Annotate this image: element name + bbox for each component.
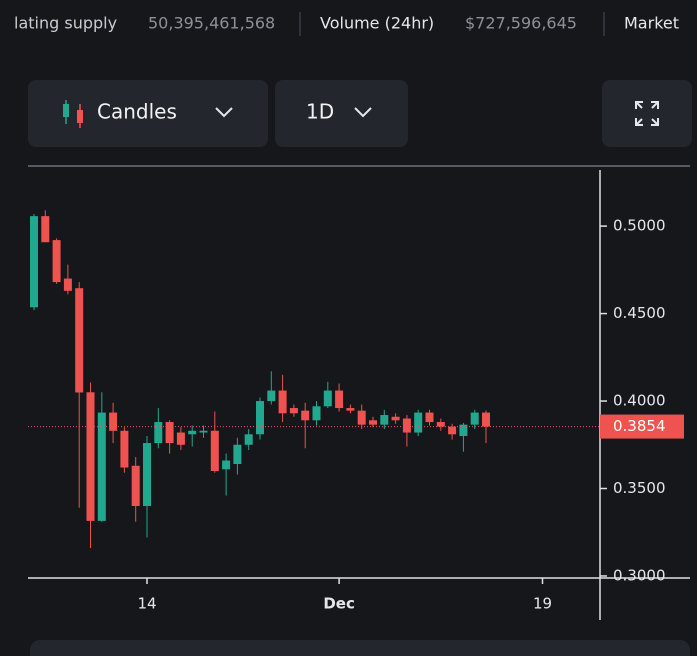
candle-body xyxy=(323,390,332,407)
candle-body xyxy=(97,412,106,521)
chart-style-button[interactable]: Candles xyxy=(28,80,268,147)
stat-value: 50,395,461,568 xyxy=(148,14,275,33)
x-tick-label: 14 xyxy=(137,595,156,613)
candle-body xyxy=(335,390,344,409)
y-tick-label: 0.4000 xyxy=(613,392,666,410)
candle-body xyxy=(109,412,118,431)
candle-body xyxy=(267,390,276,402)
candle-body xyxy=(131,465,140,507)
candle-body xyxy=(414,412,423,433)
candle-body xyxy=(278,390,287,414)
candle-body xyxy=(369,420,377,425)
x-tick-label: Dec xyxy=(323,595,355,613)
interval-button[interactable]: 1D xyxy=(275,80,408,147)
stat-label: Volume (24hr) xyxy=(320,14,434,33)
last-price-box xyxy=(600,414,684,439)
stat-label: Market xyxy=(624,14,679,33)
candle-body xyxy=(380,415,389,425)
button-label: Candles xyxy=(97,100,177,124)
candle-body xyxy=(357,410,366,425)
button-label: 1D xyxy=(306,100,334,124)
y-tick-label: 0.3500 xyxy=(613,479,666,497)
icon xyxy=(635,101,659,126)
candle-body xyxy=(233,444,242,465)
candle-body xyxy=(188,430,197,435)
candle-body xyxy=(41,216,50,243)
candle-body xyxy=(176,432,185,445)
fullscreen-button[interactable] xyxy=(602,80,692,147)
candle-body xyxy=(222,460,231,470)
candle-body xyxy=(143,443,151,507)
candle-body xyxy=(301,410,310,421)
button-bg xyxy=(28,80,268,147)
x-tick-label: 19 xyxy=(533,595,552,613)
candle-body xyxy=(165,422,174,444)
candle-body xyxy=(470,412,479,425)
candle-body xyxy=(199,430,208,433)
candle-body xyxy=(436,422,445,427)
candle-body xyxy=(482,412,490,427)
stats-bar: lating supply 50,395,461,568 Volume (24h… xyxy=(14,12,679,36)
candle-body xyxy=(402,418,411,433)
candle-body xyxy=(75,288,84,393)
y-tick-label: 0.3000 xyxy=(613,566,666,584)
chevron xyxy=(215,107,233,118)
button-bg xyxy=(275,80,408,147)
candle-body xyxy=(63,278,72,291)
y-tick-label: 0.4500 xyxy=(613,304,666,322)
candle-body xyxy=(52,240,61,283)
icon xyxy=(63,104,69,117)
candle-body xyxy=(256,401,264,435)
chevron xyxy=(354,107,372,118)
y-tick-label: 0.5000 xyxy=(613,217,666,235)
stat-label: lating supply xyxy=(14,14,117,33)
candle-body xyxy=(210,430,219,472)
last-price-label: 0.3854 xyxy=(613,417,666,435)
candle-body xyxy=(425,412,434,423)
candle-body xyxy=(448,426,457,435)
icon xyxy=(77,110,83,123)
candle-body xyxy=(154,422,163,444)
candle-body xyxy=(346,408,355,411)
candle-body xyxy=(391,416,400,421)
candle-body xyxy=(459,424,468,437)
candle-body xyxy=(86,392,95,521)
button-bg xyxy=(602,80,692,147)
candle-body xyxy=(289,408,298,414)
candle-body xyxy=(30,216,38,308)
candle-body xyxy=(244,434,253,445)
bottom-panel xyxy=(30,640,690,656)
stat-value: $727,596,645 xyxy=(465,14,577,33)
candle-body xyxy=(312,406,321,421)
candle-body xyxy=(120,430,129,468)
